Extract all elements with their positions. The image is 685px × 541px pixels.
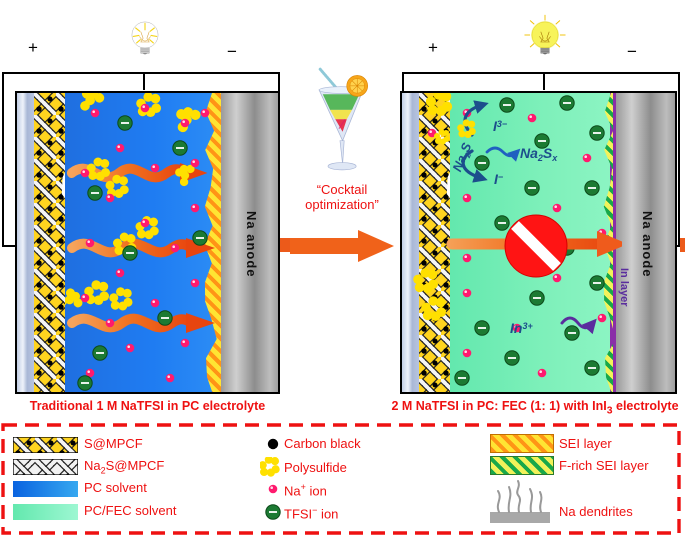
svg-text:I−: I− <box>494 171 504 187</box>
svg-text:Na2S: Na2S <box>449 140 476 174</box>
svg-text:I3−: I3− <box>493 118 508 134</box>
svg-text:In3+: In3+ <box>510 320 533 336</box>
